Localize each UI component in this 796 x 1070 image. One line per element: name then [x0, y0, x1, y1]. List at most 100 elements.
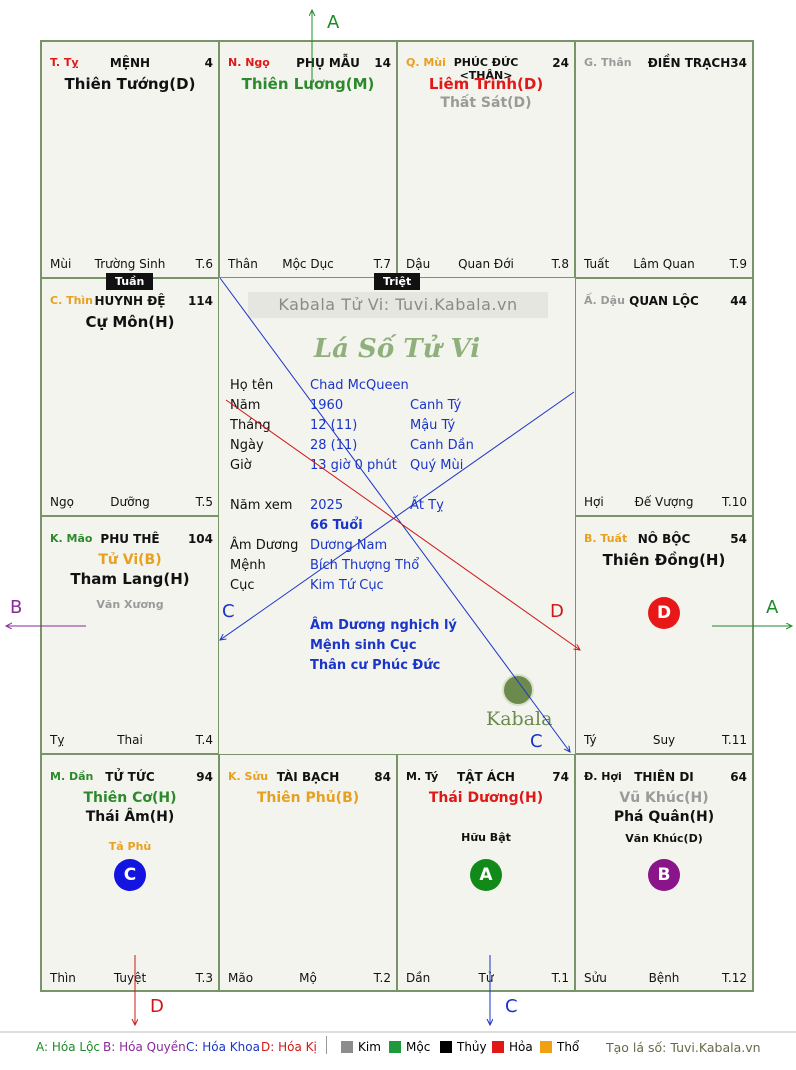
value-ngay-cc: Canh Dần — [410, 438, 474, 453]
label-nam-xem: Năm xem — [230, 498, 293, 513]
can-chi: K. Sửu — [228, 770, 269, 783]
cell-dan[interactable]: M. Dần TỬ TỨC 94 Thiên Cơ(H) Thái Âm(H) … — [41, 754, 219, 992]
minor-star: Văn Khúc(D) — [625, 832, 703, 845]
cell-number: 54 — [730, 532, 747, 546]
cell-phase: Tuyệt — [113, 971, 147, 985]
value-tuoi: 66 Tuổi — [310, 518, 363, 533]
main-star: Phá Quân(H) — [613, 809, 715, 825]
legend-kim: Kim — [341, 1040, 381, 1054]
arrow-label-a-right: A — [766, 597, 779, 618]
cell-order: T.4 — [195, 733, 213, 747]
triet-tag: Triệt — [374, 273, 421, 290]
note-3: Thân cư Phúc Đức — [310, 658, 441, 673]
value-nam-cc: Canh Tý — [410, 398, 462, 413]
can-chi: C. Thìn — [50, 294, 94, 307]
cell-number: 84 — [374, 770, 391, 784]
cell-phase: Tử — [478, 971, 494, 985]
hoa-swatch — [492, 1041, 504, 1053]
cell-branch: Dần — [406, 971, 431, 985]
value-nam-xem: 2025 — [310, 498, 344, 513]
arrow-label-b-left: B — [10, 597, 23, 618]
cell-order: T.2 — [373, 971, 391, 985]
cell-phase: Trường Sinh — [94, 257, 166, 271]
cell-order: T.5 — [195, 495, 213, 509]
can-chi: K. Mão — [50, 532, 93, 545]
cell-branch: Thìn — [50, 971, 76, 985]
cung-name: PHÚC ĐỨC <THÂN> — [453, 56, 519, 82]
cung-name: QUAN LỘC — [629, 294, 699, 308]
cell-order: T.9 — [729, 257, 747, 271]
main-star: Thiên Phủ(B) — [256, 790, 360, 806]
minor-star: Hữu Bật — [461, 831, 511, 844]
cell-order: T.8 — [551, 257, 569, 271]
cung-name: MỆNH — [109, 56, 151, 70]
tho-swatch — [540, 1041, 552, 1053]
main-star: Liêm Trinh(D) — [428, 75, 544, 93]
cell-dau[interactable]: Ấ. Dậu QUAN LỘC 44 Hợi Đế Vượng T.10 — [575, 278, 753, 516]
cell-branch: Sửu — [584, 971, 607, 985]
cell-number: 104 — [187, 532, 213, 546]
label-ho-ten: Họ tên — [230, 378, 274, 393]
label-menh: Mệnh — [230, 558, 266, 573]
main-star: Vũ Khúc(H) — [619, 790, 709, 806]
legend-moc: Mộc — [389, 1040, 430, 1054]
note-1: Âm Dương nghịch lý — [310, 618, 457, 633]
cell-number: 14 — [374, 56, 391, 70]
cell-mao[interactable]: K. Mão PHU THÊ 104 Tử Vi(B) Tham Lang(H)… — [41, 516, 219, 754]
cell-ty[interactable]: M. Tý TẬT ÁCH 74 Thái Dương(H) Hữu Bật A… — [397, 754, 575, 992]
cell-order: T.11 — [722, 733, 747, 747]
cell-thin[interactable]: C. Thìn HUYNH ĐỆ 114 Cự Môn(H) Ngọ Dưỡng… — [41, 278, 219, 516]
cell-branch: Mùi — [50, 257, 72, 271]
label-am-duong: Âm Dương — [230, 538, 299, 553]
cell-number: 64 — [730, 770, 747, 784]
legend-hoa-ki: D: Hóa Kị — [261, 1040, 317, 1054]
cell-hoi[interactable]: Đ. Hợi THIÊN DI 64 Vũ Khúc(H) Phá Quân(H… — [575, 754, 753, 992]
minor-star: Tả Phù — [108, 840, 152, 853]
cell-ty-menh[interactable]: T. Tỵ MỆNH 4 Thiên Tướng(D) Mùi Trường S… — [41, 40, 219, 278]
center-title: Lá Số Tử Vi — [313, 334, 481, 364]
cung-name: TẬT ÁCH — [457, 770, 515, 784]
value-nam-xem-cc: Ất Tỵ — [410, 498, 444, 513]
kim-swatch — [341, 1041, 353, 1053]
minor-star: Văn Xương — [96, 598, 164, 611]
cell-ngo[interactable]: N. Ngọ PHỤ MẪU 14 Thiên Lương(M) Thân Mộ… — [219, 40, 397, 278]
cell-branch: Tỵ — [50, 733, 65, 747]
cell-order: T.1 — [551, 971, 569, 985]
can-chi: Q. Mùi — [406, 56, 446, 69]
value-ngay: 28 (11) — [310, 438, 358, 453]
cell-phase: Quan Đới — [458, 257, 514, 271]
cell-number: 4 — [204, 56, 213, 70]
legend-hoa-quyen: B: Hóa Quyền — [103, 1040, 186, 1054]
cell-order: T.7 — [373, 257, 391, 271]
value-am-duong: Dương Nam — [310, 538, 388, 553]
cung-name: TỬ TỨC — [105, 770, 155, 784]
arrow-label-c-lower: C — [530, 731, 543, 752]
cell-mui[interactable]: Q. Mùi PHÚC ĐỨC <THÂN> 24 Liêm Trinh(D) … — [397, 40, 575, 278]
cell-branch: Mão — [228, 971, 254, 985]
cell-branch: Thân — [228, 257, 258, 271]
value-menh: Bích Thượng Thổ — [310, 558, 420, 573]
cell-order: T.12 — [722, 971, 747, 985]
main-star: Thiên Lương(M) — [241, 75, 375, 93]
cell-tuat[interactable]: B. Tuất NÔ BỘC 54 Thiên Đồng(H) D Tý Suy… — [575, 516, 753, 754]
value-gio-cc: Quý Mùi — [410, 458, 464, 473]
legend-hoa-loc: A: Hóa Lộc — [36, 1040, 101, 1054]
note-2: Mệnh sinh Cục — [310, 638, 417, 653]
legend-hoa: Hỏa — [492, 1040, 533, 1054]
cell-branch: Tuất — [584, 257, 610, 271]
value-ho-ten: Chad McQueen — [310, 378, 409, 393]
cell-suu[interactable]: K. Sửu TÀI BẠCH 84 Thiên Phủ(B) Mão Mộ T… — [219, 754, 397, 992]
main-star: Thái Dương(H) — [428, 790, 544, 806]
legend-hoa-khoa: C: Hóa Khoa — [186, 1040, 260, 1054]
cell-phase: Mộ — [299, 971, 317, 985]
arrow-label-a-top: A — [327, 12, 340, 33]
cell-phase: Đế Vượng — [634, 495, 694, 509]
cell-order: T.10 — [722, 495, 747, 509]
arrow-label-c-center: C — [222, 601, 235, 622]
can-chi: G. Thân — [584, 56, 632, 69]
center-info: Kabala Tử Vi: Tuvi.Kabala.vn Lá Số Tử Vi… — [220, 278, 574, 754]
cell-number: 114 — [187, 294, 213, 308]
cell-than[interactable]: G. Thân ĐIỀN TRẠCH 34 Tuất Lâm Quan T.9 — [575, 40, 753, 278]
cell-branch: Hợi — [584, 495, 604, 509]
cell-phase: Suy — [652, 733, 676, 747]
